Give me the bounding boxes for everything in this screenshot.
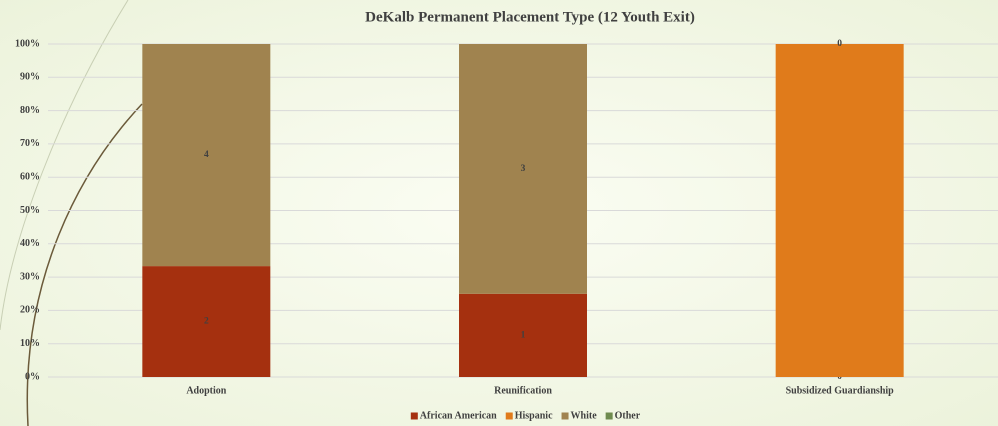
legend-label: Other [615,410,641,421]
x-tick-label: Reunification [494,385,552,396]
y-tick-label: 20% [20,305,40,316]
bar-segment [459,293,587,377]
legend-swatch [605,412,613,420]
bar-segment [775,44,904,377]
legend-swatch [505,412,513,420]
bar-segment [142,44,271,267]
y-tick-label: 90% [20,72,40,83]
legend-swatch [561,412,569,420]
y-tick-label: 60% [20,171,40,182]
y-tick-label: 10% [20,338,40,349]
x-tick-label: Adoption [186,385,226,396]
legend-label: African American [420,410,497,421]
y-tick-label: 30% [20,271,40,282]
data-label: 0 [837,372,842,382]
data-label: 1 [521,331,526,341]
data-label: 2 [204,317,209,327]
y-tick-label: 100% [15,38,40,49]
data-label: 0 [837,39,842,49]
data-label: 4 [204,150,209,160]
chart-title: DeKalb Permanent Placement Type (12 Yout… [365,9,695,25]
legend-label: Hispanic [515,410,553,421]
legend-swatch [410,412,418,420]
y-tick-label: 50% [20,205,40,216]
bar-segment [459,44,587,294]
x-tick-label: Subsidized Guardianship [786,385,895,396]
decor-curve [26,103,143,426]
y-tick-label: 0% [25,371,40,382]
legend-label: White [571,410,598,421]
y-tick-label: 40% [20,238,40,249]
data-label: 3 [521,164,526,174]
y-tick-label: 70% [20,138,40,149]
bar-segment [142,266,271,377]
y-tick-label: 80% [20,105,40,116]
